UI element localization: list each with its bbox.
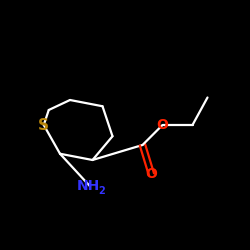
Text: 2: 2: [98, 186, 105, 196]
Text: S: S: [38, 118, 49, 132]
Text: O: O: [156, 118, 168, 132]
Text: O: O: [145, 167, 157, 181]
Text: NH: NH: [77, 179, 100, 193]
